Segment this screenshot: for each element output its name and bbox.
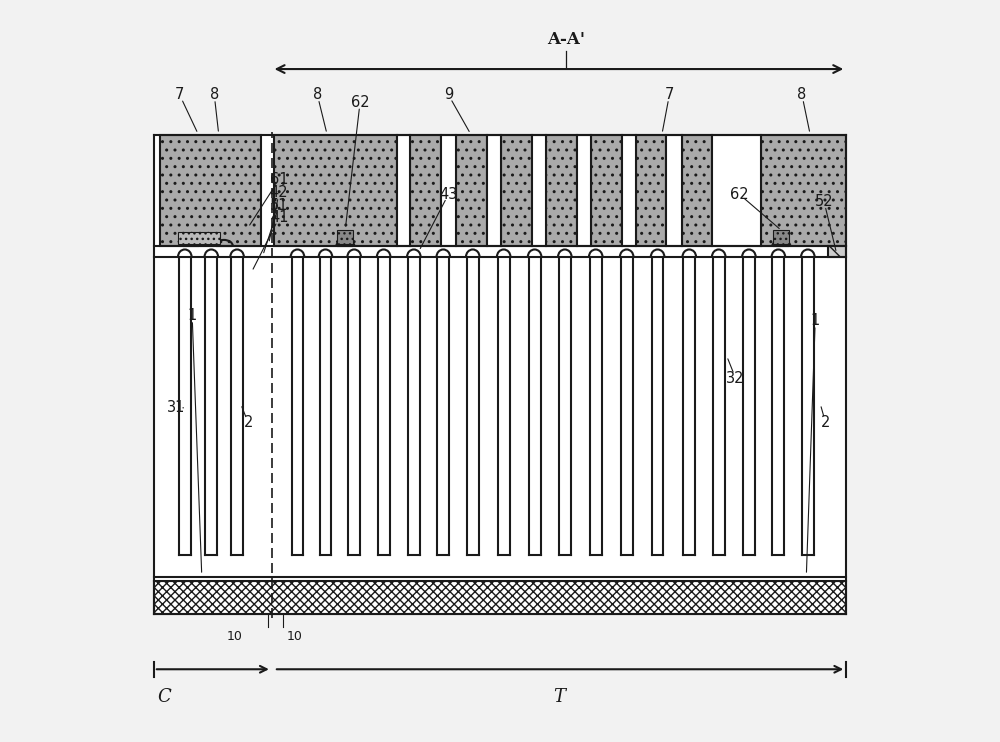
Text: 8: 8 — [210, 88, 219, 102]
Bar — [378, 257, 390, 555]
Bar — [828, 246, 846, 257]
Text: 41: 41 — [270, 210, 288, 226]
Text: 10: 10 — [286, 630, 302, 643]
Bar — [292, 257, 303, 555]
Text: 1: 1 — [188, 308, 197, 324]
Bar — [532, 135, 546, 246]
Bar — [154, 246, 846, 257]
Bar — [802, 257, 814, 555]
Bar — [231, 257, 243, 555]
Bar — [456, 135, 487, 246]
Text: 7: 7 — [665, 88, 674, 102]
Bar — [397, 135, 410, 246]
Bar — [154, 135, 846, 614]
Bar — [348, 257, 360, 555]
Bar — [498, 257, 510, 555]
Bar — [590, 257, 602, 555]
Bar — [773, 230, 789, 243]
Bar — [441, 135, 456, 246]
Text: 62: 62 — [351, 95, 369, 110]
Bar — [467, 257, 479, 555]
Text: 2: 2 — [243, 415, 253, 430]
Bar — [621, 257, 633, 555]
Text: 51: 51 — [270, 198, 288, 213]
Bar — [713, 257, 725, 555]
Bar — [337, 230, 353, 243]
Text: 9: 9 — [444, 88, 453, 102]
Bar — [577, 135, 591, 246]
Bar — [743, 257, 755, 555]
Bar — [205, 257, 217, 555]
Bar — [761, 135, 846, 246]
Bar — [591, 135, 622, 246]
Bar — [682, 135, 712, 246]
Text: 8: 8 — [797, 88, 807, 102]
Bar — [712, 135, 761, 246]
Bar — [501, 135, 532, 246]
Text: 43: 43 — [439, 187, 458, 202]
Text: A-A': A-A' — [547, 31, 585, 48]
Text: 2: 2 — [821, 415, 830, 430]
Bar — [154, 581, 846, 614]
Text: C: C — [158, 688, 171, 706]
Bar — [408, 257, 420, 555]
Bar — [772, 257, 784, 555]
Text: 7: 7 — [175, 88, 184, 102]
Bar — [559, 257, 571, 555]
Text: 31: 31 — [167, 401, 185, 416]
Bar — [652, 257, 663, 555]
Bar — [178, 232, 220, 243]
Text: 1: 1 — [811, 313, 820, 329]
Bar — [160, 135, 261, 246]
Bar — [154, 257, 846, 577]
Text: 32: 32 — [726, 371, 745, 386]
Text: 8: 8 — [313, 88, 322, 102]
Text: 10: 10 — [226, 630, 242, 643]
Bar — [179, 257, 191, 555]
Text: 52: 52 — [815, 194, 833, 209]
Bar — [546, 135, 577, 246]
Text: T: T — [553, 688, 565, 706]
Bar — [636, 135, 666, 246]
Bar — [666, 135, 682, 246]
Text: 62: 62 — [730, 187, 749, 202]
Bar — [274, 135, 397, 246]
Bar — [320, 257, 331, 555]
Bar — [622, 135, 636, 246]
Bar — [437, 257, 449, 555]
Bar — [410, 135, 441, 246]
Text: 61: 61 — [270, 172, 288, 187]
Bar — [154, 577, 846, 581]
Text: 42: 42 — [270, 186, 288, 200]
Bar — [529, 257, 541, 555]
Bar — [683, 257, 695, 555]
Bar — [487, 135, 501, 246]
